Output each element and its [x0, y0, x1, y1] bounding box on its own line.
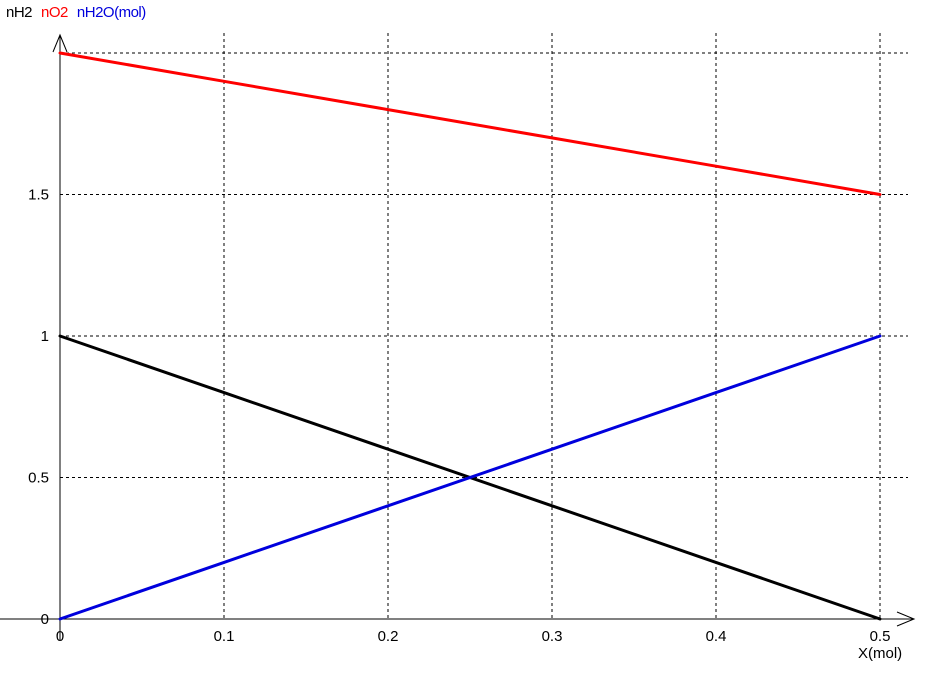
- legend-entry-nh2: nH2: [6, 4, 33, 21]
- x-axis-arrow: [896, 611, 916, 627]
- y-tick-label-2: 1: [41, 328, 49, 345]
- legend: nH2 nO2 nH2O(mol): [6, 4, 155, 21]
- x-tick-label-4: 0.4: [706, 628, 727, 645]
- x-tick-label-1: 0.1: [214, 628, 235, 645]
- y-tick-label-3: 1.5: [28, 187, 49, 204]
- x-tick-label-2: 0.2: [378, 628, 399, 645]
- x-tick-label-0: 0: [56, 628, 64, 645]
- tick-labels: 0 0.1 0.2 0.3 0.4 0.5 0 0.5 1 1.5: [28, 187, 890, 646]
- x-tick-label-3: 0.3: [542, 628, 563, 645]
- legend-entry-nh2o: nH2O(mol): [76, 4, 146, 21]
- series-line-2: [58, 334, 882, 621]
- legend-entry-no2: nO2: [41, 4, 68, 21]
- series-line-1: [58, 51, 882, 196]
- axes: [0, 33, 916, 640]
- y-tick-label-1: 0.5: [28, 470, 49, 487]
- x-tick-label-5: 0.5: [870, 628, 891, 645]
- grid: [60, 33, 908, 619]
- series-lines: [58, 51, 882, 621]
- y-axis-arrow: [52, 33, 68, 53]
- x-axis-label: X(mol): [858, 645, 902, 662]
- y-tick-label-0: 0: [41, 611, 49, 628]
